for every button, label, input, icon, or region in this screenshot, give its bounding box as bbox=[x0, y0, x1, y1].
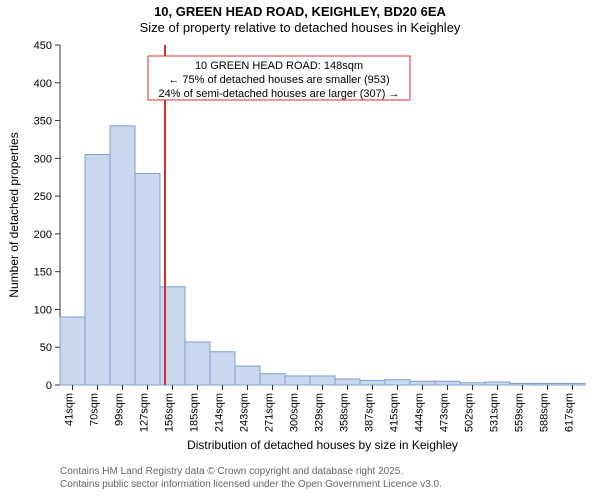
footer-line2: Contains public sector information licen… bbox=[60, 479, 442, 490]
x-tick-label: 358sqm bbox=[339, 393, 351, 432]
histogram-bar bbox=[535, 383, 560, 385]
x-tick-label: 300sqm bbox=[289, 393, 301, 432]
y-tick-label: 300 bbox=[34, 153, 52, 165]
histogram-bar bbox=[210, 352, 235, 385]
histogram-bar bbox=[485, 382, 510, 385]
chart-svg: 10, GREEN HEAD ROAD, KEIGHLEY, BD20 6EAS… bbox=[0, 0, 600, 500]
x-tick-label: 185sqm bbox=[189, 393, 201, 432]
histogram-bar bbox=[510, 383, 535, 385]
x-tick-label: 588sqm bbox=[539, 393, 551, 432]
y-tick-label: 50 bbox=[40, 342, 52, 354]
x-axis-label: Distribution of detached houses by size … bbox=[187, 438, 458, 452]
histogram-bar bbox=[160, 287, 185, 385]
histogram-chart: 10, GREEN HEAD ROAD, KEIGHLEY, BD20 6EAS… bbox=[0, 0, 600, 500]
histogram-bar bbox=[360, 380, 385, 385]
y-tick-label: 0 bbox=[46, 380, 52, 392]
histogram-bar bbox=[460, 383, 485, 385]
y-axis-label: Number of detached properties bbox=[7, 132, 21, 297]
y-tick-label: 450 bbox=[34, 40, 52, 52]
y-tick-label: 400 bbox=[34, 78, 52, 90]
x-tick-label: 156sqm bbox=[164, 393, 176, 432]
histogram-bar bbox=[110, 126, 135, 385]
histogram-bar bbox=[285, 376, 310, 385]
y-tick-label: 150 bbox=[34, 267, 52, 279]
annotation-line3: 24% of semi-detached houses are larger (… bbox=[159, 88, 400, 100]
x-tick-label: 617sqm bbox=[564, 393, 576, 432]
footer-line1: Contains HM Land Registry data © Crown c… bbox=[60, 466, 403, 477]
histogram-bar bbox=[410, 381, 435, 385]
chart-title-line1: 10, GREEN HEAD ROAD, KEIGHLEY, BD20 6EA bbox=[154, 4, 446, 19]
histogram-bar bbox=[310, 376, 335, 385]
x-tick-label: 214sqm bbox=[214, 393, 226, 432]
histogram-bar bbox=[185, 342, 210, 385]
y-tick-label: 200 bbox=[34, 229, 52, 241]
histogram-bar bbox=[385, 380, 410, 385]
y-tick-label: 250 bbox=[34, 191, 52, 203]
annotation-line1: 10 GREEN HEAD ROAD: 148sqm bbox=[195, 60, 363, 72]
histogram-bar bbox=[560, 383, 585, 385]
x-tick-label: 559sqm bbox=[514, 393, 526, 432]
x-tick-label: 70sqm bbox=[89, 393, 101, 426]
y-tick-label: 100 bbox=[34, 304, 52, 316]
histogram-bar bbox=[335, 379, 360, 385]
x-tick-label: 99sqm bbox=[114, 393, 126, 426]
x-tick-label: 41sqm bbox=[64, 393, 76, 426]
x-tick-label: 444sqm bbox=[414, 393, 426, 432]
histogram-bar bbox=[435, 381, 460, 385]
annotation-line2: ← 75% of detached houses are smaller (95… bbox=[168, 74, 389, 86]
x-tick-label: 243sqm bbox=[239, 393, 251, 432]
x-tick-label: 531sqm bbox=[489, 393, 501, 432]
x-tick-label: 329sqm bbox=[314, 393, 326, 432]
x-tick-label: 387sqm bbox=[364, 393, 376, 432]
x-tick-label: 415sqm bbox=[389, 393, 401, 432]
x-tick-label: 271sqm bbox=[264, 393, 276, 432]
histogram-bar bbox=[260, 374, 285, 385]
histogram-bar bbox=[235, 366, 260, 385]
x-tick-label: 502sqm bbox=[464, 393, 476, 432]
chart-title-line2: Size of property relative to detached ho… bbox=[140, 20, 461, 35]
x-tick-label: 473sqm bbox=[439, 393, 451, 432]
histogram-bar bbox=[60, 317, 85, 385]
x-tick-label: 127sqm bbox=[139, 393, 151, 432]
y-tick-label: 350 bbox=[34, 116, 52, 128]
histogram-bar bbox=[85, 155, 110, 385]
histogram-bar bbox=[135, 173, 160, 385]
